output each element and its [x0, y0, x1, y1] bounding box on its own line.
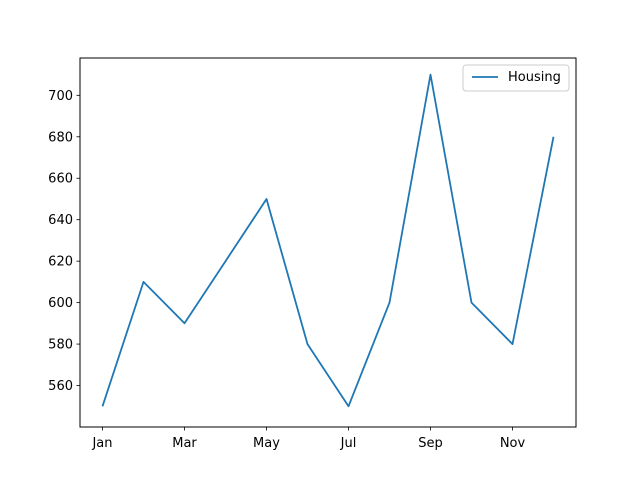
y-tick-label: 660	[48, 172, 73, 187]
legend-label: Housing	[508, 70, 561, 85]
y-axis: 560 580 600 620 640 660 680 700	[48, 89, 80, 394]
x-tick-label: Jul	[340, 436, 357, 451]
y-tick-label: 600	[48, 296, 73, 311]
x-tick-label: Jan	[91, 436, 112, 451]
x-tick-label: Mar	[172, 436, 197, 451]
x-tick-label: May	[253, 436, 280, 451]
series-lines	[101, 73, 555, 408]
y-tick-label: 560	[48, 379, 73, 394]
series-line	[101, 73, 555, 408]
y-tick-label: 680	[48, 130, 73, 145]
y-tick-label: 620	[48, 255, 73, 270]
x-axis: Jan Mar May Jul Sep Nov	[91, 427, 525, 451]
plot-area	[80, 58, 576, 427]
x-tick-label: Sep	[418, 436, 443, 451]
legend: Housing	[462, 64, 570, 92]
x-tick-label: Nov	[500, 436, 526, 451]
y-tick-label: 580	[48, 338, 73, 353]
plot-frame	[79, 57, 577, 428]
y-tick-label: 700	[48, 89, 73, 104]
y-tick-label: 640	[48, 213, 73, 228]
legend-box	[462, 64, 570, 92]
